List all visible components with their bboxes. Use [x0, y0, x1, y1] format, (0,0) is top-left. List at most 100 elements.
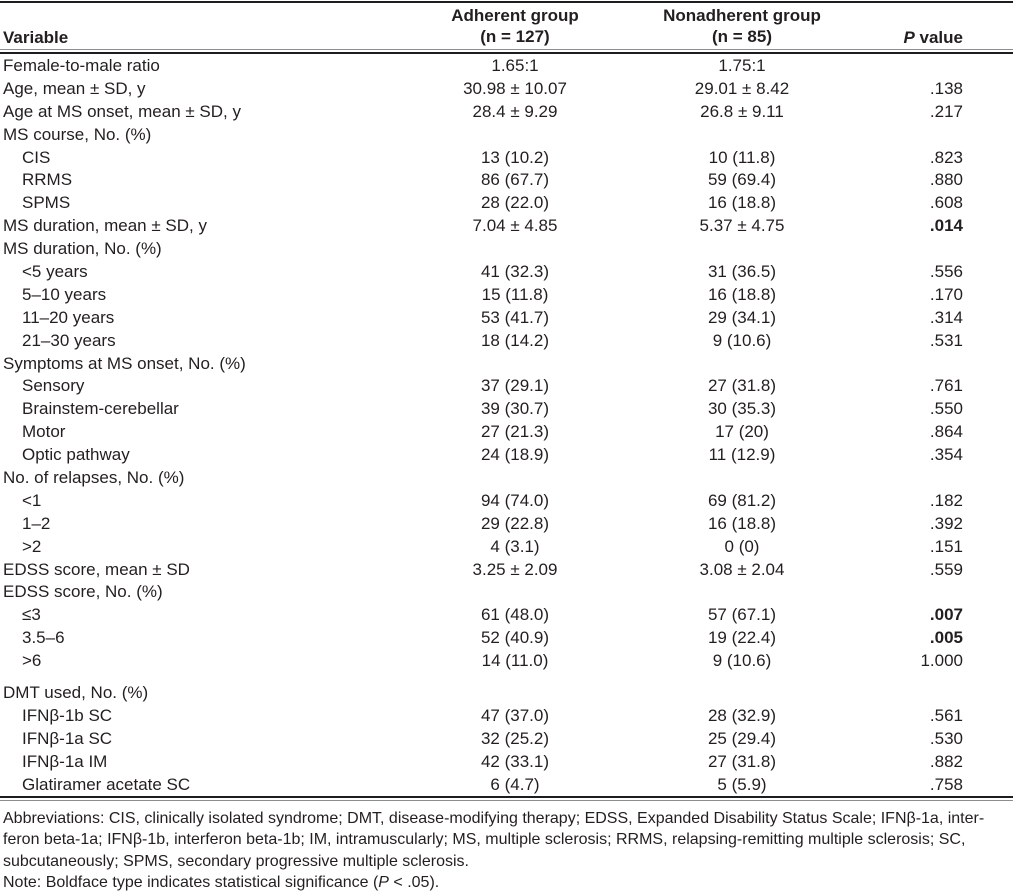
nonadherent-value: 29 (34.1) [707, 307, 777, 327]
row-variable-label: MS duration, mean ± SD, y [3, 216, 207, 236]
row-variable-label: SPMS [22, 193, 71, 213]
table-row: Brainstem-cerebellar 39 (30.7) 30 (35.3) .5… [0, 398, 1013, 421]
table-row: IFNβ-1b SC 47 (37.0) 28 (32.9) .561 [0, 704, 1013, 727]
table-bottom-rule [0, 796, 1013, 801]
adherent-value: 27 (21.3) [480, 422, 550, 442]
nonadherent-value: 3.08 ± 2.04 [699, 559, 785, 579]
note-italic-p: P [378, 874, 389, 891]
adherent-value: 24 (18.9) [480, 445, 550, 465]
nonadherent-value: 5 (5.9) [717, 774, 767, 794]
adherent-value: 3.25 ± 2.09 [472, 559, 558, 579]
nonadherent-value: 10 (11.8) [708, 147, 776, 167]
table-row: IFNβ-1a IM 42 (33.1) 27 (31.8) .882 [0, 750, 1013, 773]
table-row: 1–2 29 (22.8) 16 (18.8) .392 [0, 512, 1013, 535]
table-row: IFNβ-1a SC 32 (25.2) 25 (29.4) .530 [0, 727, 1013, 750]
p-value: .864 [929, 422, 963, 442]
adherent-value: 29 (22.8) [480, 513, 550, 533]
adherent-value: 4 (3.1) [490, 536, 540, 556]
nonadherent-value: 27 (31.8) [707, 751, 777, 771]
nonadherent-value: 69 (81.2) [707, 490, 777, 510]
row-variable-label: MS course, No. (%) [3, 124, 152, 144]
nonadherent-value: 28 (32.9) [707, 705, 777, 725]
table-row: Optic pathway 24 (18.9) 11 (12.9) .354 [0, 444, 1013, 467]
table-row: MS duration, mean ± SD, y 7.04 ± 4.85 5.37… [0, 215, 1013, 238]
adherent-value: 86 (67.7) [480, 170, 550, 190]
table-row: >6 14 (11.0) 9 (10.6) 1.000 [0, 650, 1013, 673]
abbreviation-line: Abbreviations: CIS, clinically isolated … [3, 809, 985, 827]
nonadherent-value: 16 (18.8) [707, 193, 777, 213]
adherent-value: 47 (37.0) [480, 705, 550, 725]
nonadherent-value: 59 (69.4) [707, 170, 777, 190]
p-value: .559 [929, 559, 963, 579]
table-row: 5–10 years 15 (11.8) 16 (18.8) .170 [0, 283, 1013, 306]
row-variable-label: >6 [22, 651, 42, 671]
p-value: .005 [929, 628, 963, 648]
p-value: .882 [929, 751, 963, 771]
row-variable-label: No. of relapses, No. (%) [3, 467, 185, 487]
nonadherent-value: 11 (12.9) [708, 445, 776, 465]
row-variable-label: CIS [22, 147, 51, 167]
p-value-rest: value [914, 28, 963, 47]
table-row: Glatiramer acetate SC 6 (4.7) 5 (5.9) .758 [0, 773, 1013, 796]
p-value: .138 [929, 78, 963, 98]
table-row: <1 94 (74.0) 69 (81.2) .182 [0, 489, 1013, 512]
column-header-variable: Variable [3, 28, 69, 47]
nonadherent-value: 57 (67.1) [707, 605, 777, 625]
p-value: .880 [929, 170, 963, 190]
table-row: 11–20 years 53 (41.7) 29 (34.1) .314 [0, 306, 1013, 329]
p-value: .823 [929, 147, 963, 167]
p-value: .354 [929, 445, 963, 465]
nonadherent-value: 19 (22.4) [707, 628, 777, 648]
nonadherent-value: 5.37 ± 4.75 [699, 216, 785, 236]
row-variable-label: Female-to-male ratio [3, 55, 160, 75]
row-variable-label: RRMS [22, 170, 73, 190]
row-variable-label: Symptoms at MS onset, No. (%) [3, 353, 246, 373]
nonadherent-value: 29.01 ± 8.42 [694, 78, 790, 98]
table-row: 21–30 years 18 (14.2) 9 (10.6) .531 [0, 329, 1013, 352]
adherent-value: 30.98 ± 10.07 [463, 78, 567, 98]
table-row: CIS 13 (10.2) 10 (11.8) .823 [0, 146, 1013, 169]
nonadherent-group-n: (n = 85) [712, 26, 772, 46]
nonadherent-value: 1.75:1 [718, 55, 766, 75]
table-row: SPMS 28 (22.0) 16 (18.8) .608 [0, 192, 1013, 215]
table-row: Motor 27 (21.3) 17 (20) .864 [0, 421, 1013, 444]
p-value: 1.000 [920, 651, 963, 671]
table-row: ≤3 61 (48.0) 57 (67.1) .007 [0, 604, 1013, 627]
table-row: EDSS score, mean ± SD 3.25 ± 2.09 3.08 ± 2… [0, 558, 1013, 581]
p-value: .217 [929, 101, 963, 121]
row-variable-label: EDSS score, No. (%) [3, 582, 163, 602]
p-value: .561 [929, 705, 963, 725]
row-variable-label: <1 [22, 490, 42, 510]
nonadherent-value: 26.8 ± 9.11 [700, 101, 784, 121]
p-value: .392 [929, 513, 963, 533]
table-row: Symptoms at MS onset, No. (%) [0, 352, 1013, 375]
table-row: Age at MS onset, mean ± SD, y 28.4 ± 9.29… [0, 100, 1013, 123]
row-variable-label: EDSS score, mean ± SD [3, 559, 190, 579]
adherent-group-title: Adherent group [451, 6, 579, 25]
table-row: 3.5–6 52 (40.9) 19 (22.4) .005 [0, 627, 1013, 650]
nonadherent-value: 16 (18.8) [707, 284, 777, 304]
p-value-italic-p: P [903, 28, 915, 47]
adherent-value: 28 (22.0) [480, 193, 550, 213]
p-value: .530 [929, 728, 963, 748]
table-header-row: Variable Adherent group (n = 127) Nonadh… [0, 3, 1013, 49]
table-row: Sensory 37 (29.1) 27 (31.8) .761 [0, 375, 1013, 398]
p-value: .608 [929, 193, 963, 213]
p-value: .014 [929, 216, 963, 236]
nonadherent-value: 30 (35.3) [707, 399, 777, 419]
nonadherent-value: 25 (29.4) [707, 728, 777, 748]
row-variable-label: 21–30 years [22, 330, 116, 350]
row-variable-label: >2 [22, 536, 42, 556]
table-row: No. of relapses, No. (%) [0, 467, 1013, 490]
row-variable-label: Age, mean ± SD, y [3, 78, 146, 98]
nonadherent-value: 9 (10.6) [712, 330, 772, 350]
adherent-value: 14 (11.0) [481, 651, 549, 671]
row-variable-label: Motor [22, 422, 66, 442]
adherent-value: 32 (25.2) [480, 728, 550, 748]
header-separator-rule [0, 49, 1013, 54]
table-row: Female-to-male ratio 1.65:1 1.75:1 [0, 55, 1013, 78]
significance-note: Note: Boldface type indicates statistica… [3, 872, 1013, 894]
row-variable-label: Optic pathway [22, 445, 130, 465]
row-variable-label: Brainstem-cerebellar [22, 399, 179, 419]
row-variable-label: MS duration, No. (%) [3, 239, 162, 259]
